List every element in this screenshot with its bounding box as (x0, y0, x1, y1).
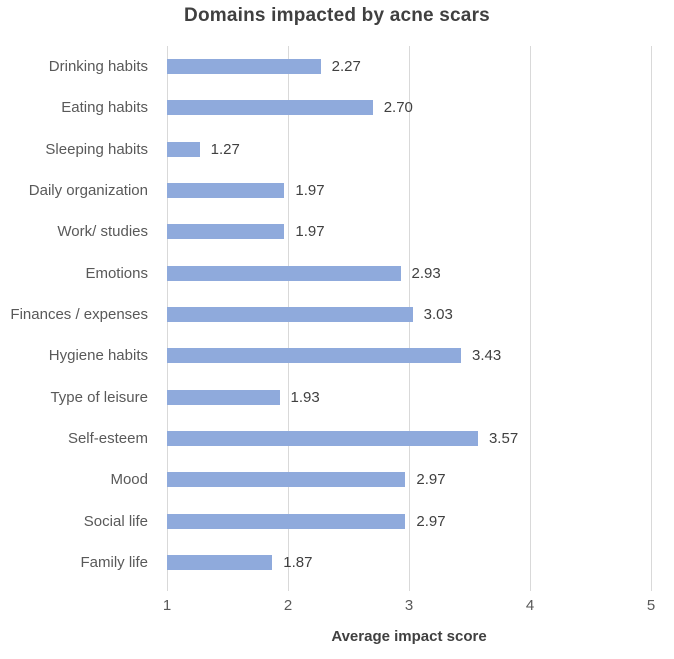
bar-value-label: 2.27 (331, 58, 361, 76)
category-label: Daily organization (28, 182, 148, 200)
plot-area: 2.27 2.70 1.27 1.97 1.97 2.93 3.03 3.43 1.93 3.57… (167, 46, 652, 591)
bar-row: 1.87 (167, 542, 651, 583)
x-axis-tick-label: 5 (646, 597, 656, 614)
category-label: Social life (83, 512, 148, 530)
category-label: Family life (80, 553, 148, 571)
category-label: Type of leisure (50, 388, 148, 406)
bar-row: 1.97 (167, 211, 651, 252)
bar (167, 265, 401, 281)
bar (167, 513, 406, 529)
bar-row: 3.57 (167, 418, 651, 459)
bar-row: 2.97 (167, 459, 651, 500)
gridline (651, 46, 652, 583)
x-axis-tick-labels: 1 2 3 4 5 (163, 597, 655, 617)
bar-row: 2.70 (167, 87, 651, 128)
category-label: Eating habits (61, 99, 148, 117)
bar (167, 59, 321, 75)
category-label: Drinking habits (48, 58, 148, 76)
axis-tick (167, 583, 168, 591)
x-axis-title: Average impact score (331, 628, 487, 645)
bar-row: 2.27 (167, 46, 651, 87)
bar (167, 141, 200, 157)
bar-value-label: 2.70 (383, 99, 413, 117)
bar-value-label: 1.87 (283, 553, 313, 571)
bar-value-label: 1.97 (295, 182, 325, 200)
bar-row: 1.97 (167, 170, 651, 211)
bar-row: 2.97 (167, 500, 651, 541)
gridline (530, 46, 531, 583)
x-axis-tick-label: 3 (404, 597, 414, 614)
category-axis: Drinking habits Eating habits Sleeping hab… (0, 46, 157, 583)
bar (167, 100, 373, 116)
bar-row: 1.27 (167, 129, 651, 170)
bar-value-label: 2.97 (416, 512, 446, 530)
bar (167, 389, 280, 405)
bar-value-label: 1.93 (290, 388, 320, 406)
category-label: Emotions (85, 264, 148, 282)
bar-value-label: 3.03 (423, 305, 453, 323)
bar-value-label: 3.57 (488, 429, 519, 447)
bar-value-label: 2.97 (416, 471, 446, 489)
bar (167, 430, 478, 446)
bar-row: 3.03 (167, 294, 651, 335)
category-label: Finances / expenses (10, 305, 148, 323)
bar-row: 3.43 (167, 335, 651, 376)
bar (167, 348, 462, 364)
category-label: Self-esteem (67, 429, 148, 447)
axis-tick (409, 583, 410, 591)
category-label: Sleeping habits (45, 140, 148, 158)
bar-row: 2.93 (167, 253, 651, 294)
bar (167, 183, 285, 199)
bar-value-label: 3.43 (472, 347, 502, 365)
category-label: Hygiene habits (48, 347, 148, 365)
bar-row: 1.93 (167, 376, 651, 417)
category-label: Mood (110, 471, 148, 489)
bar-value-label: 1.27 (210, 140, 240, 158)
axis-tick (288, 583, 289, 591)
bar (167, 472, 406, 488)
chart-title: Domains impacted by acne scars (184, 5, 490, 26)
bar (167, 224, 285, 240)
category-label: Work/ studies (57, 223, 148, 241)
x-axis-tick-label: 2 (283, 597, 293, 614)
x-axis-tick-label: 1 (162, 597, 172, 614)
axis-tick (530, 583, 531, 591)
x-axis-tick-label: 4 (525, 597, 535, 614)
bar-value-label: 1.97 (295, 223, 325, 241)
bar (167, 306, 413, 322)
axis-tick (651, 583, 652, 591)
bar (167, 554, 273, 570)
bar-value-label: 2.93 (411, 264, 441, 282)
